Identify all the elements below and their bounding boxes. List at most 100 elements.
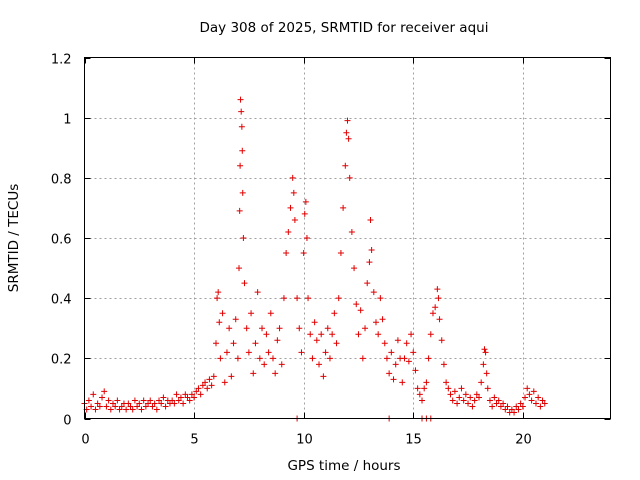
data-point bbox=[210, 373, 217, 380]
data-point bbox=[331, 310, 338, 317]
data-point bbox=[239, 147, 246, 154]
data-point bbox=[539, 397, 546, 404]
data-point bbox=[305, 295, 312, 302]
data-point bbox=[379, 316, 386, 323]
data-point bbox=[259, 325, 266, 332]
data-point bbox=[386, 370, 393, 377]
data-point bbox=[236, 207, 243, 214]
data-point bbox=[188, 391, 195, 398]
data-point bbox=[94, 400, 101, 407]
data-point bbox=[230, 340, 237, 347]
data-point bbox=[377, 295, 384, 302]
data-point bbox=[532, 400, 539, 407]
data-point bbox=[316, 361, 323, 368]
data-point bbox=[517, 400, 524, 407]
data-point bbox=[129, 406, 136, 413]
data-point bbox=[403, 340, 410, 347]
data-point bbox=[530, 388, 537, 395]
data-point bbox=[217, 355, 224, 362]
data-point bbox=[447, 391, 454, 398]
data-point bbox=[476, 394, 482, 401]
data-point bbox=[311, 319, 318, 326]
data-point bbox=[434, 286, 441, 293]
data-point bbox=[226, 325, 233, 332]
data-point bbox=[267, 310, 274, 317]
data-point bbox=[90, 391, 97, 398]
data-point bbox=[92, 406, 99, 413]
data-point bbox=[478, 379, 485, 386]
data-point bbox=[410, 349, 417, 356]
data-point bbox=[394, 337, 401, 344]
data-point bbox=[238, 123, 245, 130]
data-point bbox=[502, 406, 509, 413]
data-point bbox=[300, 250, 307, 257]
data-point bbox=[123, 406, 130, 413]
data-point bbox=[265, 349, 272, 356]
data-point bbox=[236, 265, 243, 272]
data-point bbox=[237, 96, 244, 103]
data-point bbox=[239, 189, 246, 196]
data-point bbox=[465, 400, 472, 407]
data-point bbox=[481, 346, 488, 353]
data-point bbox=[96, 403, 103, 410]
data-point bbox=[318, 331, 325, 338]
data-point bbox=[456, 394, 463, 401]
data-point bbox=[337, 250, 344, 257]
data-point bbox=[221, 379, 228, 386]
data-point bbox=[483, 370, 490, 377]
data-point bbox=[197, 391, 204, 398]
data-point bbox=[421, 385, 428, 392]
data-point bbox=[285, 228, 292, 235]
data-point bbox=[182, 391, 189, 398]
data-point bbox=[307, 331, 314, 338]
data-point bbox=[322, 349, 329, 356]
y-tick-label: 0.2 bbox=[51, 353, 72, 368]
data-point bbox=[458, 385, 465, 392]
data-point bbox=[290, 189, 297, 196]
x-axis-label: GPS time / hours bbox=[287, 458, 400, 474]
data-point bbox=[329, 331, 336, 338]
data-point bbox=[186, 397, 193, 404]
data-point bbox=[278, 361, 285, 368]
data-point bbox=[291, 216, 298, 223]
data-point bbox=[344, 117, 351, 124]
data-point bbox=[298, 349, 305, 356]
data-point bbox=[528, 397, 535, 404]
data-point bbox=[153, 406, 160, 413]
data-point bbox=[399, 379, 406, 386]
data-point bbox=[127, 403, 134, 410]
axis-ticks: 0 5 10 15 20 0 0.2 0.4 0.6 0.8 1 1.2 bbox=[51, 53, 611, 448]
data-point bbox=[451, 388, 458, 395]
data-point bbox=[480, 361, 487, 368]
data-point bbox=[508, 406, 515, 413]
data-point bbox=[489, 403, 496, 410]
data-point bbox=[142, 403, 149, 410]
data-point bbox=[381, 340, 388, 347]
data-point bbox=[240, 235, 247, 241]
data-point bbox=[372, 319, 379, 326]
data-point bbox=[269, 355, 276, 362]
data-point bbox=[342, 162, 349, 169]
data-point bbox=[158, 400, 165, 407]
data-point bbox=[351, 265, 358, 272]
data-point bbox=[392, 361, 399, 368]
data-point bbox=[449, 397, 456, 404]
data-point bbox=[320, 373, 327, 380]
data-point bbox=[261, 361, 268, 368]
data-point bbox=[333, 340, 340, 347]
data-point bbox=[250, 370, 257, 377]
data-point bbox=[390, 376, 397, 383]
data-point bbox=[445, 385, 452, 392]
data-point bbox=[370, 289, 377, 296]
data-point bbox=[335, 295, 342, 302]
data-point bbox=[313, 337, 320, 344]
data-point bbox=[219, 310, 226, 317]
data-point bbox=[263, 331, 270, 338]
x-tick-label: 15 bbox=[405, 433, 422, 448]
data-point bbox=[495, 397, 502, 404]
data-point bbox=[252, 340, 259, 347]
data-point bbox=[223, 349, 230, 356]
data-point bbox=[486, 397, 493, 404]
data-point bbox=[326, 355, 333, 362]
data-point bbox=[232, 316, 239, 323]
